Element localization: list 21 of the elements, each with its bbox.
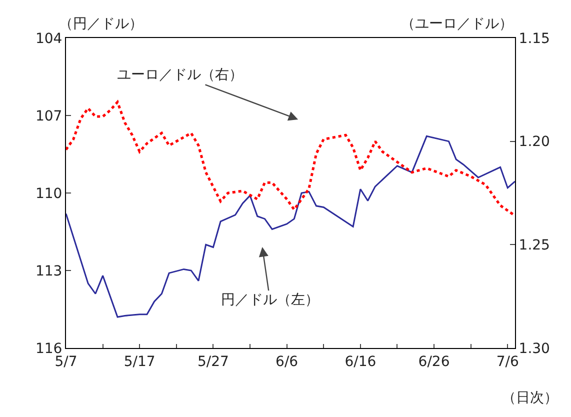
y2-axis-title: （ユーロ／ドル）: [401, 16, 513, 32]
x-tick-label: 6/6: [276, 354, 298, 370]
x-tick-label: 6/26: [418, 354, 450, 370]
y2-tick-label: 1.15: [518, 30, 550, 47]
y2-tick-label: 1.30: [518, 340, 550, 357]
x-tick-label: 7/6: [496, 354, 519, 370]
line-series: [66, 100, 515, 217]
x-tick-label: 6/16: [344, 354, 376, 370]
x-tick-label: 5/17: [124, 354, 156, 370]
y-tick-label: 107: [35, 108, 62, 124]
annotation: ユーロ／ドル（右）: [117, 67, 243, 83]
annotation: 円／ドル（左）: [221, 292, 319, 308]
y-tick-label: 113: [35, 263, 62, 280]
y-axis-title: （円／ドル）: [59, 16, 143, 32]
y-tick-label: 104: [35, 30, 62, 47]
line-series: [66, 135, 515, 318]
y2-tick-label: 1.25: [518, 238, 550, 254]
y-tick-label: 110: [35, 186, 62, 202]
x-tick-label: 5/27: [197, 354, 229, 370]
y2-tick-label: 1.20: [518, 134, 550, 150]
x-axis-title: （日次）: [502, 390, 558, 406]
